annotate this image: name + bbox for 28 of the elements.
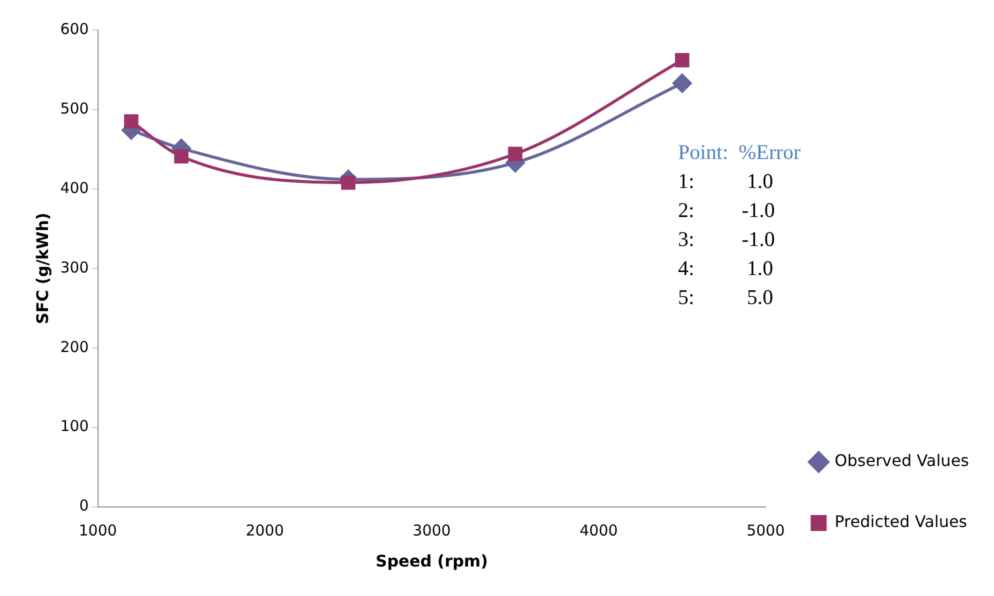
x-tick-label: 4000: [580, 522, 618, 540]
annotation: 3: -1.0: [678, 226, 776, 253]
point: [672, 74, 692, 93]
y-tick-label: 200: [60, 338, 89, 356]
x-tick-label: 2000: [246, 522, 284, 540]
point: [174, 149, 188, 164]
y-tick-label: 300: [60, 258, 89, 276]
y-tick-label: 600: [60, 20, 89, 38]
x-tick-label: 1000: [78, 522, 117, 540]
point: [341, 175, 356, 190]
y-tick-label: 100: [60, 417, 89, 436]
y-axis-title: SFC (g/kWh): [32, 212, 52, 324]
y-tick-label: 0: [79, 496, 89, 515]
point: [675, 53, 690, 68]
y-tick-label: 400: [60, 178, 89, 197]
legend-label: Predicted Values: [834, 512, 968, 532]
annotation: 5: 5.0: [678, 284, 774, 311]
x-tick-label: 3000: [412, 522, 451, 540]
legend-label: Observed Values: [834, 451, 970, 470]
x-axis-title: Speed (rpm): [376, 552, 488, 571]
point: [508, 146, 522, 162]
annotation: Point: %Error: [678, 139, 800, 166]
y-tick-label: 500: [60, 99, 89, 118]
annotation: 1: 1.0: [678, 168, 774, 195]
annotation: 4: 1.0: [678, 255, 774, 282]
annotation: 2: -1.0: [678, 197, 776, 224]
x-tick-label: 5000: [746, 522, 785, 540]
point: [124, 114, 138, 129]
